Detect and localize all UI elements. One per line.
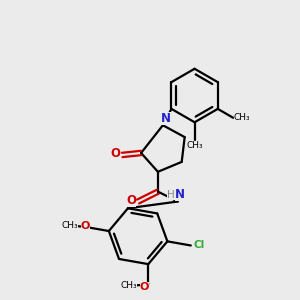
- Text: O: O: [126, 194, 136, 207]
- Text: CH₃: CH₃: [61, 221, 78, 230]
- Text: N: N: [161, 112, 171, 125]
- Text: O: O: [110, 148, 120, 160]
- Text: O: O: [81, 220, 90, 231]
- Text: N: N: [175, 188, 185, 201]
- Text: CH₃: CH₃: [234, 113, 250, 122]
- Text: CH₃: CH₃: [120, 281, 137, 290]
- Text: Cl: Cl: [193, 241, 204, 250]
- Text: CH₃: CH₃: [186, 140, 203, 149]
- Text: H: H: [167, 190, 175, 200]
- Text: O: O: [140, 282, 149, 292]
